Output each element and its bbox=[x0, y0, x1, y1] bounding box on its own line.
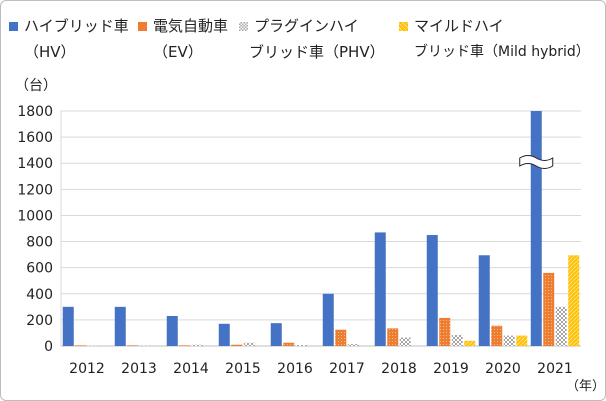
y-tick-label: 200 bbox=[26, 313, 53, 329]
legend-swatch-mild bbox=[399, 22, 408, 31]
x-tick-label: 2013 bbox=[121, 361, 157, 377]
bar-phv-2017 bbox=[347, 344, 359, 346]
bar-hv-2020 bbox=[478, 255, 490, 346]
x-tick-label: 2016 bbox=[277, 361, 313, 377]
bar-ev-2018 bbox=[387, 328, 399, 346]
x-axis-unit: （年） bbox=[566, 379, 606, 394]
legend-swatch-phv bbox=[239, 22, 248, 31]
bar-phv-2014 bbox=[191, 344, 203, 346]
bar-phv-2018 bbox=[399, 337, 411, 346]
y-tick-label: 1800 bbox=[17, 104, 53, 120]
bar-hv-2015 bbox=[218, 323, 230, 346]
bar-ev-2017 bbox=[335, 329, 347, 346]
legend-label-phv-2: ブリッド車（PHV） bbox=[249, 43, 385, 61]
bar-hv-2014 bbox=[166, 315, 178, 346]
bar-ev-2015 bbox=[231, 344, 243, 346]
legend-label-hv: ハイブリッド車 bbox=[24, 17, 129, 35]
axis-break-marker bbox=[519, 155, 554, 169]
gridlines bbox=[60, 110, 581, 347]
x-tick-label: 2014 bbox=[173, 361, 209, 377]
bar-hv-2019 bbox=[426, 235, 438, 346]
x-tick-label: 2018 bbox=[381, 361, 417, 377]
bar-phv-2019 bbox=[451, 334, 463, 346]
bar-phv-2020 bbox=[503, 335, 515, 346]
bars bbox=[62, 111, 580, 346]
y-tick-label: 800 bbox=[26, 235, 53, 251]
y-tick-label: 0 bbox=[44, 339, 53, 355]
x-tick-label: 2021 bbox=[537, 361, 573, 377]
bar-ev-2019 bbox=[439, 317, 451, 346]
bar-mild-2021 bbox=[568, 255, 580, 346]
y-tick-label: 1200 bbox=[17, 182, 53, 198]
bar-phv-2016 bbox=[295, 344, 307, 346]
y-tick-label: 600 bbox=[26, 261, 53, 277]
bar-ev-2012 bbox=[75, 345, 87, 346]
bar-phv-2021 bbox=[555, 306, 567, 346]
bar-hv-2013 bbox=[114, 306, 126, 346]
legend-swatch-hv bbox=[9, 22, 18, 31]
x-tick-label: 2019 bbox=[433, 361, 469, 377]
bar-hv-2017 bbox=[322, 293, 334, 346]
bar-ev-2021 bbox=[543, 272, 555, 346]
x-tick-label: 2017 bbox=[329, 361, 365, 377]
legend-label-hv-2: （HV） bbox=[24, 43, 76, 61]
bar-hv-2012 bbox=[62, 306, 74, 346]
legend-label-phv: プラグインハイ bbox=[254, 17, 359, 35]
bar-ev-2014 bbox=[179, 345, 191, 346]
x-tick-label: 2015 bbox=[225, 361, 261, 377]
legend-label-ev: 電気自動車 bbox=[153, 17, 229, 35]
y-tick-label: 400 bbox=[26, 287, 53, 303]
bar-hv-2021 bbox=[530, 111, 542, 346]
x-tick-label: 2012 bbox=[69, 361, 105, 377]
bar-phv-2015 bbox=[243, 342, 255, 346]
x-tick-label: 2020 bbox=[485, 361, 521, 377]
legend-label-mild-2: ブリッド車（Mild hybrid） bbox=[414, 44, 590, 60]
y-axis-unit: （台） bbox=[15, 78, 57, 94]
legend-label-mild: マイルドハイ bbox=[414, 17, 504, 35]
y-tick-label: 1400 bbox=[17, 156, 53, 172]
legend-swatch-ev bbox=[138, 22, 147, 31]
bar-ev-2013 bbox=[127, 345, 139, 346]
bar-hv-2018 bbox=[374, 232, 386, 346]
bar-mild-2020 bbox=[516, 335, 528, 346]
tick-labels: 0 200 400 600 800 1000 1200 1400 1600 1800 2012 201… bbox=[17, 104, 572, 377]
bar-hv-2016 bbox=[270, 323, 282, 346]
bar-mild-2019 bbox=[464, 340, 476, 346]
bar-ev-2020 bbox=[491, 325, 503, 346]
y-tick-label: 1600 bbox=[17, 130, 53, 146]
legend-label-ev-2: （EV） bbox=[153, 43, 203, 61]
bar-ev-2016 bbox=[283, 342, 295, 346]
y-tick-label: 1000 bbox=[17, 208, 53, 224]
